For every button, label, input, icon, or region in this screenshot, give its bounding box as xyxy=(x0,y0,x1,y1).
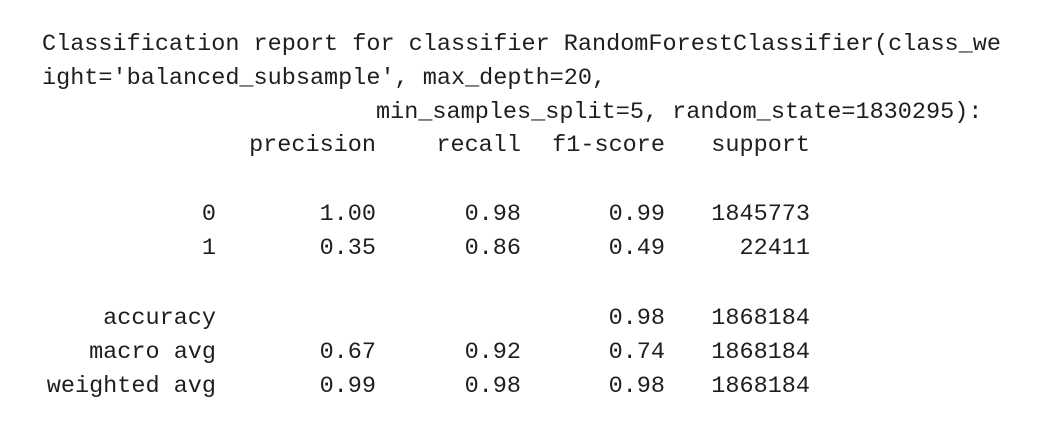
metric-cell: 1868184 xyxy=(711,305,810,332)
column-header: recall xyxy=(436,132,521,159)
row-label: macro avg xyxy=(89,339,216,366)
row-label: weighted avg xyxy=(46,373,216,400)
report-title-line: min_samples_split=5, random_state=183029… xyxy=(376,99,983,126)
metric-cell: 0.67 xyxy=(319,339,376,366)
metric-cell: 1868184 xyxy=(711,373,810,400)
column-header: f1-score xyxy=(552,132,665,159)
metric-cell: 1845773 xyxy=(711,201,810,228)
metric-cell: 0.92 xyxy=(464,339,521,366)
metric-cell: 0.49 xyxy=(608,235,665,262)
metric-cell: 22411 xyxy=(739,235,810,262)
metric-cell: 0.86 xyxy=(464,235,521,262)
metric-cell: 1.00 xyxy=(319,201,376,228)
metric-cell: 0.35 xyxy=(319,235,376,262)
report-title-line: ight='balanced_subsample', max_depth=20, xyxy=(42,65,607,92)
row-label: 1 xyxy=(201,235,216,262)
report-title-line: Classification report for classifier Ran… xyxy=(42,31,1001,58)
metric-cell: 0.99 xyxy=(319,373,376,400)
column-header: support xyxy=(711,132,810,159)
metric-cell: 0.98 xyxy=(608,373,665,400)
metric-cell: 1868184 xyxy=(711,339,810,366)
metric-cell: 0.98 xyxy=(464,201,521,228)
row-label: accuracy xyxy=(103,305,216,332)
column-header: precision xyxy=(249,132,376,159)
row-label: 0 xyxy=(201,201,216,228)
metric-cell: 0.98 xyxy=(464,373,521,400)
metric-cell: 0.99 xyxy=(608,201,665,228)
metric-cell: 0.74 xyxy=(608,339,665,366)
metric-cell: 0.98 xyxy=(608,305,665,332)
